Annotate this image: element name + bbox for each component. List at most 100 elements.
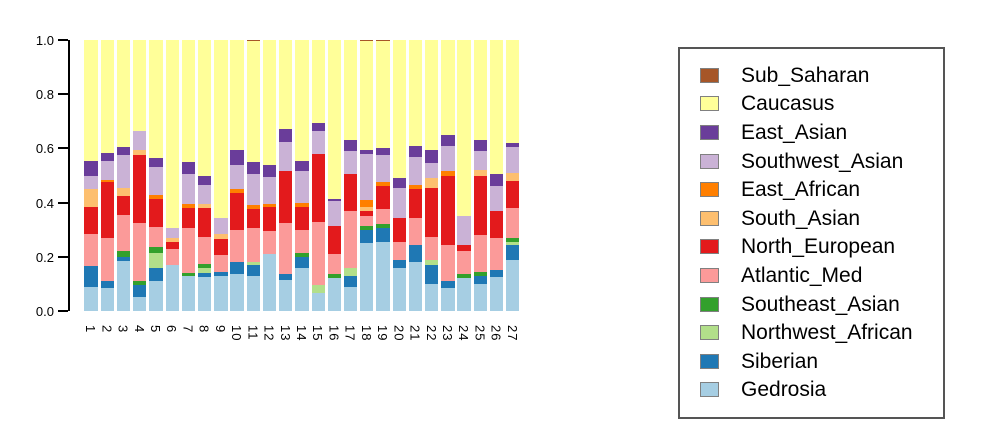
stacked-bar: [473, 40, 487, 311]
bar-segment-Gedrosia: [295, 267, 309, 311]
bar-segment-Sub_Saharan: [246, 40, 260, 42]
stacked-bar: [197, 40, 212, 311]
stacked-bar: [506, 40, 520, 311]
bar-segment-Atlantic_Med: [360, 216, 374, 226]
bar-segment-Southwest_Asian: [360, 153, 374, 200]
bar-segment-South_Asian: [473, 170, 487, 176]
x-tick-label: 23: [440, 325, 455, 342]
bar-column-27: [505, 40, 521, 311]
bar-segment-Southwest_Asian: [408, 156, 423, 186]
stacked-bar: [295, 40, 309, 311]
stacked-bar: [279, 40, 293, 311]
bar-segment-North_European: [230, 193, 244, 230]
x-tick-label: 17: [342, 325, 358, 342]
bar-segment-Northwest_African: [311, 285, 325, 294]
stacked-bar: [327, 40, 342, 311]
stacked-bar: [262, 40, 277, 311]
bar-segment-Atlantic_Med: [295, 229, 309, 253]
bar-segment-North_European: [425, 187, 439, 237]
bar-segment-Caucasus: [246, 41, 260, 162]
bar-segment-Caucasus: [360, 41, 374, 150]
bar-segment-Gedrosia: [246, 275, 260, 311]
bar-segment-Southwest_Asian: [392, 187, 406, 218]
y-tick: [58, 147, 68, 150]
legend-swatch-East_African: [700, 182, 719, 198]
bar-segment-Northwest_African: [197, 267, 212, 274]
stacked-bar: [392, 40, 406, 311]
y-tick-label: 0.2: [35, 249, 54, 265]
bar-segment-Caucasus: [506, 40, 520, 144]
legend-label: South_Asian: [741, 206, 861, 230]
stacked-bar: [311, 40, 325, 311]
bar-segment-East_Asian: [246, 162, 260, 175]
bar-column-15: [310, 40, 326, 311]
bar-segment-Siberian: [100, 281, 114, 288]
stacked-bar: [246, 40, 260, 311]
bar-segment-North_European: [473, 175, 487, 236]
bar-segment-East_African: [262, 203, 277, 207]
x-tick-label: 13: [277, 325, 293, 342]
bar-segment-Southwest_Asian: [116, 155, 131, 188]
bar-segment-Northwest_African: [246, 262, 260, 265]
bar-segment-Southwest_Asian: [149, 167, 163, 195]
bar-segment-North_European: [311, 153, 325, 222]
bar-column-22: [424, 40, 440, 311]
bar-column-10: [229, 40, 245, 311]
bar-segment-Atlantic_Med: [181, 228, 196, 274]
x-tick-label: 2: [99, 325, 115, 334]
legend-swatch-Sub_Saharan: [700, 67, 719, 83]
legend-label: East_Asian: [741, 120, 848, 144]
bar-segment-Southeast_Asian: [506, 237, 520, 242]
bar-segment-Siberian: [473, 275, 487, 284]
legend-row: Siberian: [700, 347, 943, 376]
legend-row: Caucasus: [700, 90, 943, 119]
legend-row: Southwest_Asian: [700, 147, 943, 176]
stacked-bar: [489, 40, 504, 311]
x-tick-label: 25: [472, 325, 488, 342]
legend-row: Gedrosia: [700, 376, 943, 405]
stacked-bar: [133, 40, 147, 311]
y-tick-label: 0.8: [35, 87, 54, 103]
bar-segment-Caucasus: [279, 40, 293, 130]
legend-row: South_Asian: [700, 204, 943, 233]
bar-segment-Southwest_Asian: [295, 171, 309, 203]
legend-row: Sub_Saharan: [700, 61, 943, 90]
bar-segment-Caucasus: [376, 41, 390, 149]
bar-segment-Caucasus: [230, 40, 244, 150]
stacked-bar: [360, 40, 374, 311]
bar-segment-North_European: [457, 244, 471, 252]
bar-segment-Caucasus: [197, 40, 212, 176]
bar-segment-Siberian: [279, 274, 293, 280]
bar-column-5: [148, 40, 164, 311]
legend-swatch-Caucasus: [700, 96, 719, 112]
bar-segment-South_Asian: [214, 233, 228, 240]
bar-segment-East_African: [230, 189, 244, 194]
bar-segment-East_Asian: [506, 143, 520, 148]
bar-segment-Caucasus: [327, 40, 342, 199]
bar-segment-East_Asian: [116, 147, 131, 156]
bar-segment-Atlantic_Med: [279, 222, 293, 275]
bar-segment-Siberian: [149, 267, 163, 282]
stacked-bar: [441, 40, 455, 311]
x-tick-label: 26: [488, 325, 504, 342]
bar-segment-Siberian: [376, 228, 390, 242]
legend-swatch-Northwest_African: [700, 325, 719, 341]
bar-segment-Siberian: [295, 256, 309, 268]
bar-segment-Siberian: [408, 244, 423, 263]
x-tick-label: 12: [261, 325, 277, 342]
bar-column-7: [180, 40, 196, 311]
bar-segment-Atlantic_Med: [262, 231, 277, 255]
bar-segment-Caucasus: [149, 40, 163, 158]
bar-segment-Southeast_Asian: [457, 274, 471, 279]
stacked-bar: [343, 40, 358, 311]
bar-segment-North_European: [376, 186, 390, 210]
stacked-bar: [116, 40, 131, 311]
bar-segment-Southwest_Asian: [262, 176, 277, 204]
x-tick-label: 6: [164, 325, 180, 334]
bar-segment-Southwest_Asian: [197, 185, 212, 204]
bar-column-6: [164, 40, 180, 311]
bar-segment-North_European: [392, 217, 406, 242]
bar-segment-Atlantic_Med: [425, 236, 439, 260]
bar-segment-Atlantic_Med: [489, 237, 504, 271]
bar-segment-Atlantic_Med: [230, 229, 244, 263]
